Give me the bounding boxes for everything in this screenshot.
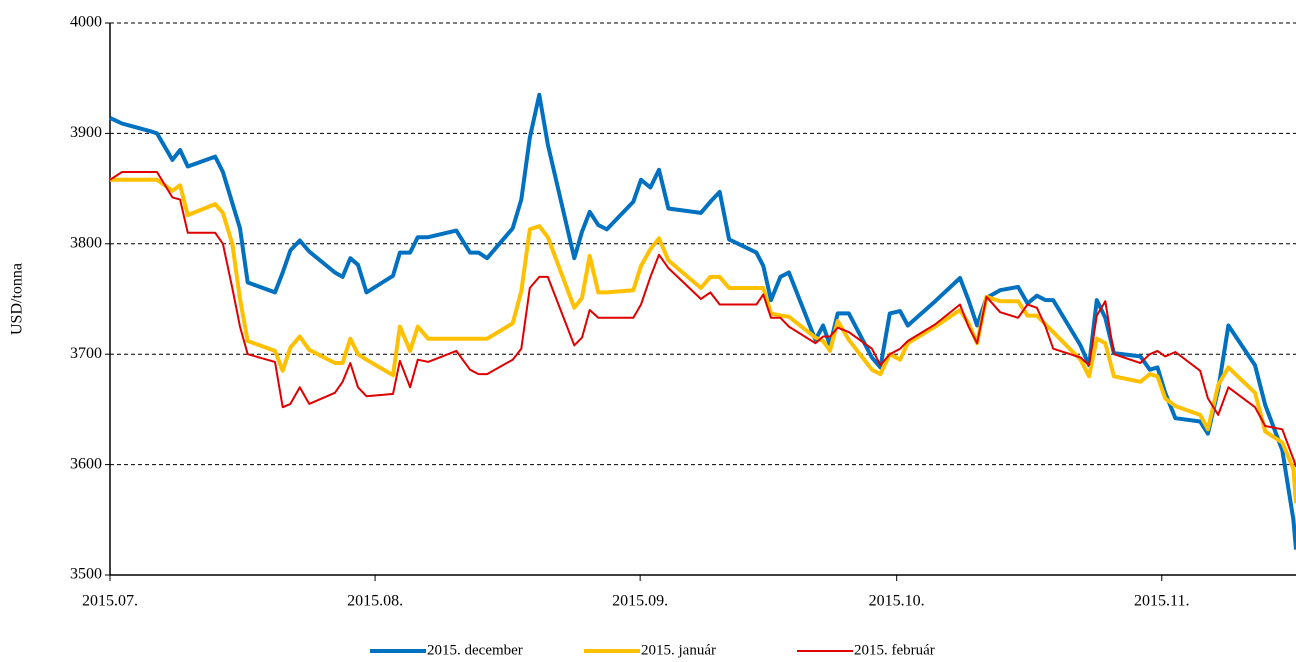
y-tick-label: 3700 [70,345,102,362]
y-tick-label: 3500 [70,566,102,583]
legend-label: 2015. február [854,642,935,658]
y-tick-label: 3900 [70,124,102,141]
line-series [109,171,1296,468]
legend-label: 2015. január [641,642,716,658]
x-tick-label: 2015.08. [347,593,403,610]
legend-label: 2015. december [427,642,523,658]
y-tick-label: 3800 [70,234,102,251]
x-tick-label: 2015.10. [869,593,925,610]
x-tick-label: 2015.09. [612,593,668,610]
y-axis-label: USD/tonna [9,263,26,335]
y-tick-label: 3600 [70,455,102,472]
line-series [109,92,1296,550]
x-tick-label: 2015.07. [82,593,138,610]
y-tick-label: 4000 [70,14,102,31]
x-tick-label: 2015.11. [1134,593,1189,610]
line-series [110,177,1296,504]
